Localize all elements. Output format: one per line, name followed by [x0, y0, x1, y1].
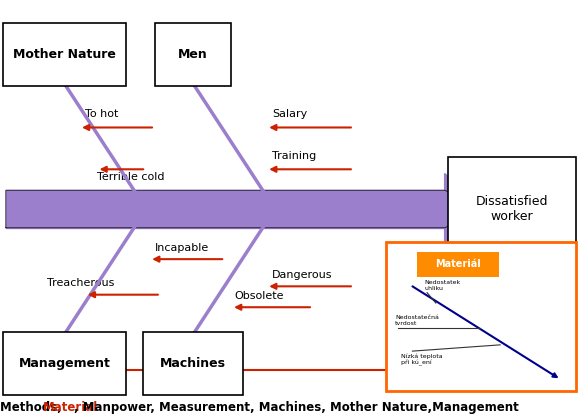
Text: Nedostatek
uhliku: Nedostatek uhliku — [424, 280, 460, 291]
Text: Mother Nature: Mother Nature — [13, 48, 116, 61]
FancyBboxPatch shape — [155, 23, 231, 86]
Text: Men: Men — [178, 48, 208, 61]
Text: Incapable: Incapable — [155, 243, 209, 253]
Polygon shape — [6, 190, 445, 228]
FancyBboxPatch shape — [3, 332, 126, 395]
Text: Dissatisfied
worker: Dissatisfied worker — [476, 195, 548, 223]
FancyBboxPatch shape — [3, 23, 126, 86]
Text: Material: Material — [43, 401, 98, 414]
FancyBboxPatch shape — [448, 157, 576, 261]
Text: To hot: To hot — [85, 109, 118, 119]
FancyBboxPatch shape — [143, 332, 243, 395]
Polygon shape — [445, 173, 486, 245]
Text: Materiál: Materiál — [435, 260, 481, 269]
Text: Salary: Salary — [272, 109, 307, 119]
Text: Methods,: Methods, — [0, 401, 66, 414]
Text: Nedostatečná
tvrdost: Nedostatečná tvrdost — [395, 315, 439, 326]
Text: Management: Management — [18, 357, 111, 370]
Text: Training: Training — [272, 151, 316, 161]
Text: , Manpower, Measurement, Machines, Mother Nature,Management: , Manpower, Measurement, Machines, Mothe… — [74, 401, 519, 414]
FancyBboxPatch shape — [417, 252, 499, 277]
FancyBboxPatch shape — [386, 242, 576, 391]
Text: Nízká teplota
při kú_ení: Nízká teplota při kú_ení — [401, 353, 442, 366]
Text: Obsolete: Obsolete — [234, 291, 284, 301]
Text: Treacherous: Treacherous — [47, 278, 114, 288]
Text: Terrible cold: Terrible cold — [97, 172, 164, 182]
Text: Dangerous: Dangerous — [272, 270, 332, 280]
Text: Machines: Machines — [160, 357, 226, 370]
